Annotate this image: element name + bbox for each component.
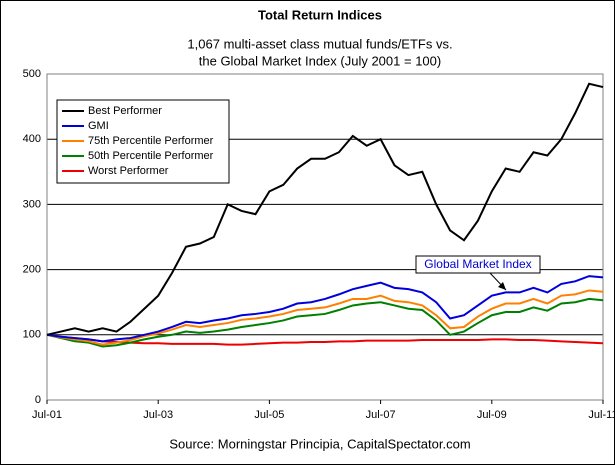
series-line (46, 297, 604, 348)
legend-label: GMI (88, 120, 109, 132)
x-tick-label: Jul-11 (588, 409, 615, 421)
series-line (46, 275, 604, 343)
legend-box (56, 99, 230, 184)
plot-border (46, 73, 604, 401)
legend-label: Worst Performer (88, 165, 169, 177)
y-tick-label: 300 (23, 198, 41, 210)
x-tick-label: Jul-07 (366, 409, 396, 421)
x-tick-label: Jul-03 (143, 409, 173, 421)
annotation-arrowhead (498, 282, 506, 290)
chart-subtitle: the Global Market Index (July 2001 = 100… (199, 53, 441, 68)
legend-label: 75th Percentile Performer (88, 135, 214, 147)
annotation-box (415, 255, 541, 274)
legend-label: 50th Percentile Performer (88, 150, 214, 162)
y-tick-label: 100 (23, 329, 41, 341)
y-tick-label: 0 (35, 394, 41, 406)
chart-subtitle: 1,067 multi-asset class mutual funds/ETF… (187, 36, 452, 51)
series-line (46, 333, 604, 346)
x-tick-label: Jul-05 (254, 409, 284, 421)
series-line (46, 82, 604, 336)
series-line (46, 289, 604, 346)
y-tick-label: 500 (23, 68, 41, 80)
y-tick-label: 200 (23, 264, 41, 276)
y-tick-label: 400 (23, 133, 41, 145)
source: Source: Morningstar Principia, CapitalSp… (169, 436, 470, 451)
x-tick-label: Jul-09 (477, 409, 507, 421)
legend-label: Best Performer (88, 105, 162, 117)
x-tick-label: Jul-01 (32, 409, 62, 421)
annotation: Global Market Index (424, 257, 531, 271)
chart-title: Total Return Indices (258, 7, 382, 22)
